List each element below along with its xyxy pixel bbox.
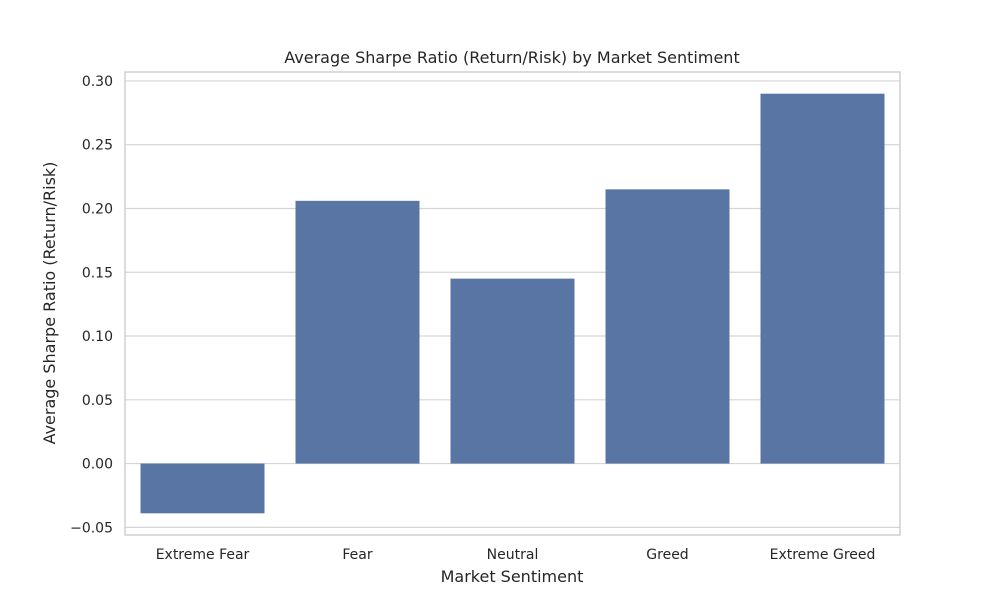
x-tick-label: Extreme Greed [770,547,876,563]
y-tick-label: 0.05 [82,393,113,409]
bar [760,93,885,464]
y-axis-title: Average Sharpe Ratio (Return/Risk) [40,162,59,445]
bar [140,463,265,514]
x-axis-title: Market Sentiment [441,567,584,586]
y-tick-labels: −0.05 0.00 0.05 0.10 0.15 0.20 0.25 0.30 [70,74,113,536]
plot-frame [124,71,901,536]
y-tick-label: 0.30 [82,74,113,90]
bar [450,278,575,464]
bar [295,200,420,464]
x-tick-label: Neutral [487,547,539,563]
y-tick-label: 0.15 [82,265,113,281]
y-tick-label: −0.05 [70,520,113,536]
chart-title: Average Sharpe Ratio (Return/Risk) by Ma… [284,48,739,67]
y-tick-label: 0.25 [82,138,113,154]
x-tick-label: Fear [342,547,372,563]
bars [140,93,885,514]
x-tick-labels: Extreme Fear Fear Neutral Greed Extreme Gree… [156,547,876,563]
bar [605,189,730,464]
x-tick-label: Extreme Fear [156,547,250,563]
y-tick-label: 0.10 [82,329,113,345]
y-tick-label: 0.20 [82,201,113,217]
y-tick-label: 0.00 [82,457,113,473]
x-tick-label: Greed [646,547,688,563]
